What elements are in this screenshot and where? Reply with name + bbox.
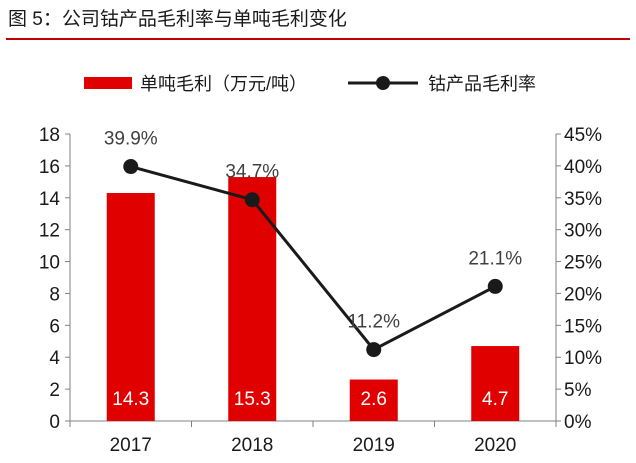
y-left-tick-label: 16 xyxy=(39,157,60,178)
y-right-tick-label: 25% xyxy=(564,253,602,274)
line-data-label: 11.2% xyxy=(348,312,401,333)
y-left-tick-label: 6 xyxy=(49,316,60,337)
y-right-tick-label: 20% xyxy=(564,284,602,305)
combo-chart: 单吨毛利（万元/吨） 钴产品毛利率 0 2 4 6 8 10 12 14 16 18 0% 5% 10% 1… xyxy=(0,0,636,463)
line-point xyxy=(123,159,138,174)
y-left-tick-label: 10 xyxy=(39,253,60,274)
legend-label-bar: 单吨毛利（万元/吨） xyxy=(140,74,307,94)
y-right-tick-label: 40% xyxy=(564,157,602,178)
bar-data-label: 15.3 xyxy=(234,389,271,410)
y-left-tick-label: 18 xyxy=(39,125,60,146)
bar xyxy=(107,193,155,421)
legend-label-line: 钴产品毛利率 xyxy=(428,74,536,94)
y-left-tick-label: 12 xyxy=(39,221,60,242)
x-tick-label: 2017 xyxy=(110,435,152,456)
x-tick-label: 2020 xyxy=(474,435,516,456)
data-labels: 14.3 15.3 2.6 4.7 39.9% 34.7% 11.2% 21.1% xyxy=(104,129,522,410)
line-point xyxy=(245,192,260,207)
y-left-tick-label: 8 xyxy=(49,284,60,305)
bar xyxy=(228,177,276,421)
legend-swatch-marker xyxy=(376,76,390,90)
bar-data-label: 2.6 xyxy=(361,389,387,410)
line-path xyxy=(131,167,496,350)
y-left-tick-label: 14 xyxy=(39,189,61,210)
legend-swatch-bar xyxy=(84,77,132,89)
y-right-tick-label: 45% xyxy=(564,125,602,146)
line-data-label: 34.7% xyxy=(225,162,279,183)
bar-data-label: 4.7 xyxy=(482,389,508,410)
x-tick-label: 2018 xyxy=(231,435,273,456)
y-left-tick-label: 2 xyxy=(49,380,60,401)
line-series xyxy=(123,159,503,357)
line-point xyxy=(366,342,381,357)
line-data-label: 39.9% xyxy=(104,129,158,150)
bar-data-label: 14.3 xyxy=(112,389,149,410)
line-point xyxy=(488,279,503,294)
y-right-tick-label: 15% xyxy=(564,316,602,337)
y-right-tick-label: 0% xyxy=(564,412,592,433)
line-data-label: 21.1% xyxy=(468,248,522,269)
y-right-tick-label: 10% xyxy=(564,348,602,369)
y-right-tick-label: 35% xyxy=(564,189,602,210)
y-right-tick-label: 5% xyxy=(564,380,592,401)
y-left-tick-label: 0 xyxy=(49,412,60,433)
y-right-tick-label: 30% xyxy=(564,221,602,242)
bar-series xyxy=(107,177,520,421)
y-left-tick-label: 4 xyxy=(49,348,60,369)
legend: 单吨毛利（万元/吨） 钴产品毛利率 xyxy=(84,74,536,94)
x-tick-label: 2019 xyxy=(353,435,395,456)
